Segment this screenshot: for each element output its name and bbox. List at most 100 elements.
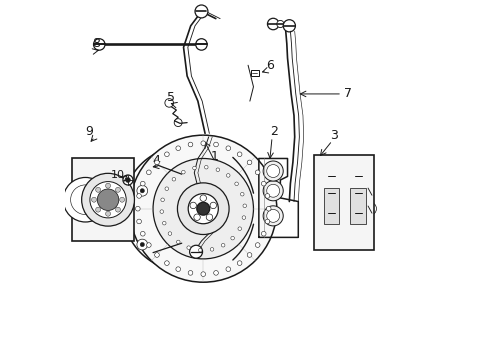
Circle shape — [125, 177, 130, 183]
Text: 6: 6 — [266, 59, 274, 72]
Circle shape — [201, 141, 205, 145]
Circle shape — [198, 248, 202, 252]
Circle shape — [247, 160, 251, 165]
Circle shape — [154, 160, 159, 165]
Text: 7: 7 — [344, 87, 352, 100]
Circle shape — [176, 146, 180, 150]
Circle shape — [135, 206, 140, 211]
Circle shape — [186, 246, 190, 249]
Circle shape — [140, 242, 144, 247]
Circle shape — [140, 231, 145, 236]
Circle shape — [168, 232, 171, 235]
Circle shape — [97, 189, 119, 211]
Circle shape — [190, 202, 196, 209]
Bar — [350, 188, 365, 224]
Circle shape — [213, 142, 218, 147]
Circle shape — [177, 183, 228, 234]
Circle shape — [137, 239, 147, 250]
Circle shape — [176, 267, 180, 271]
Circle shape — [161, 198, 164, 202]
Circle shape — [266, 184, 279, 197]
Bar — [314, 155, 373, 250]
Circle shape — [146, 243, 151, 247]
Circle shape — [247, 253, 251, 257]
Circle shape — [237, 261, 242, 265]
Circle shape — [210, 202, 216, 209]
Circle shape — [193, 214, 200, 220]
Circle shape — [153, 158, 253, 259]
Circle shape — [137, 185, 147, 196]
Circle shape — [213, 271, 218, 275]
Text: 4: 4 — [152, 154, 160, 167]
Circle shape — [261, 181, 265, 186]
Circle shape — [264, 194, 269, 198]
Circle shape — [255, 243, 260, 247]
Circle shape — [243, 204, 246, 208]
Circle shape — [137, 194, 141, 198]
Bar — [72, 158, 134, 241]
Circle shape — [63, 177, 107, 222]
Circle shape — [195, 39, 207, 50]
Circle shape — [96, 207, 101, 212]
Circle shape — [226, 174, 229, 177]
Circle shape — [181, 170, 185, 174]
Circle shape — [240, 192, 244, 196]
Text: 5: 5 — [166, 91, 175, 104]
Circle shape — [93, 39, 105, 50]
Circle shape — [261, 231, 265, 236]
Circle shape — [91, 197, 96, 202]
Circle shape — [266, 210, 279, 222]
Circle shape — [164, 261, 169, 265]
Circle shape — [105, 211, 110, 216]
Circle shape — [283, 20, 295, 32]
Circle shape — [210, 248, 213, 251]
Circle shape — [267, 18, 278, 30]
Circle shape — [174, 119, 182, 127]
Circle shape — [276, 21, 284, 28]
Circle shape — [188, 142, 192, 147]
Circle shape — [263, 181, 283, 201]
Circle shape — [188, 194, 218, 224]
Circle shape — [201, 272, 205, 276]
Circle shape — [105, 183, 110, 188]
Circle shape — [242, 216, 245, 219]
Circle shape — [140, 181, 145, 186]
Circle shape — [122, 175, 133, 185]
Circle shape — [129, 135, 276, 282]
FancyBboxPatch shape — [346, 174, 369, 236]
Text: 10: 10 — [111, 170, 125, 180]
Circle shape — [230, 237, 234, 240]
Circle shape — [237, 152, 242, 157]
Circle shape — [162, 221, 166, 225]
Circle shape — [225, 267, 230, 271]
Circle shape — [238, 227, 241, 230]
Circle shape — [264, 219, 269, 224]
Text: 8: 8 — [91, 37, 100, 50]
Circle shape — [81, 173, 134, 226]
Circle shape — [221, 243, 224, 247]
Circle shape — [188, 271, 192, 275]
Circle shape — [225, 146, 230, 150]
Circle shape — [164, 187, 168, 190]
Circle shape — [189, 245, 202, 258]
Circle shape — [200, 195, 206, 201]
Circle shape — [154, 253, 159, 257]
Circle shape — [146, 170, 151, 175]
Circle shape — [266, 206, 270, 211]
Circle shape — [176, 240, 180, 244]
Circle shape — [255, 170, 260, 175]
Text: 1: 1 — [211, 150, 219, 163]
Circle shape — [115, 187, 120, 192]
Circle shape — [115, 207, 120, 212]
Circle shape — [266, 165, 279, 177]
Text: 2: 2 — [269, 125, 277, 138]
Bar — [250, 70, 258, 76]
Circle shape — [160, 210, 163, 213]
FancyBboxPatch shape — [319, 174, 342, 236]
Circle shape — [204, 165, 208, 169]
Circle shape — [137, 219, 141, 224]
Text: 3: 3 — [329, 129, 337, 142]
Circle shape — [206, 214, 212, 220]
Circle shape — [234, 182, 238, 186]
Circle shape — [140, 189, 144, 193]
